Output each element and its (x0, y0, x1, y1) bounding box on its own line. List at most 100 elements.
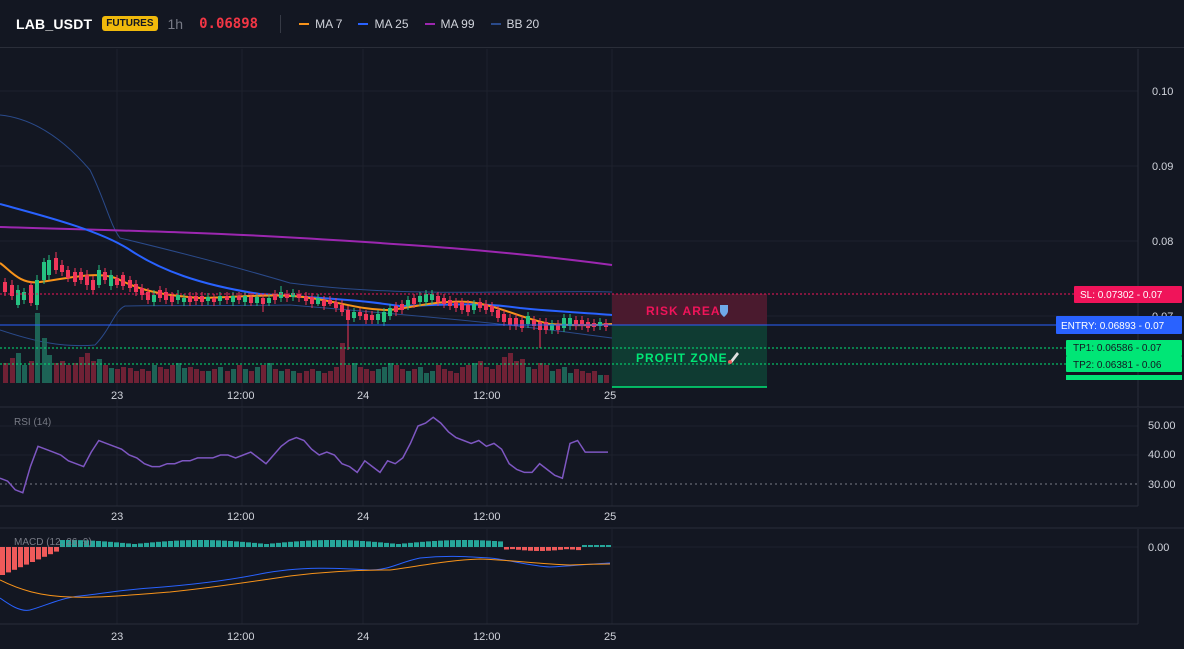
candle-body (85, 275, 89, 285)
candlesticks[interactable] (3, 252, 608, 350)
candle-body (304, 296, 308, 301)
macd-hist-bar (534, 547, 539, 551)
macd-hist-bar (306, 540, 311, 547)
candle-body (478, 302, 482, 308)
macd-signal-line[interactable] (0, 558, 611, 598)
macd-label[interactable]: MACD (12, 26, 9) (14, 537, 92, 548)
candle-body (134, 284, 138, 292)
macd-hist-bar (594, 545, 599, 547)
candle-body (140, 288, 144, 295)
volume-bar (442, 369, 447, 383)
volume-bar (279, 371, 284, 383)
candle-body (496, 310, 500, 318)
candle-body (22, 292, 26, 300)
macd-hist-bar (66, 540, 71, 547)
candle-body (526, 316, 530, 324)
candle-body (574, 320, 578, 326)
risk-area-zone[interactable] (612, 294, 767, 325)
macd-hist-bar (276, 542, 281, 547)
macd-line[interactable] (0, 555, 611, 611)
volume-bar (394, 365, 399, 383)
tp1-tag[interactable]: TP1: 0.06586 - 0.07 (1066, 340, 1182, 356)
macd-hist-bar (294, 541, 299, 547)
candle-body (109, 275, 113, 286)
volume-bar (255, 367, 260, 383)
macd-hist-bar (570, 547, 575, 550)
candle-body (200, 296, 204, 302)
ma99-line[interactable] (0, 226, 613, 266)
legend-ma99[interactable]: MA 99 (424, 17, 475, 31)
volume-bar (370, 371, 375, 383)
tp2-tag-text: TP2: 0.06381 - 0.06 (1073, 360, 1162, 371)
volume-bar (261, 365, 266, 383)
volume-bar (592, 371, 597, 383)
rsi-line[interactable] (0, 416, 608, 494)
tp2-tag[interactable]: TP2: 0.06381 - 0.06 (1066, 356, 1182, 372)
candle-body (580, 320, 584, 326)
legend-ma7-label: MA 7 (315, 16, 343, 31)
ma7-swatch (299, 22, 310, 25)
volume-bar (164, 369, 169, 383)
candle-body (484, 304, 488, 310)
volume-bar (604, 375, 609, 383)
ma25-line[interactable] (0, 203, 613, 316)
tp3-tag-partial[interactable] (1066, 375, 1182, 380)
macd-hist-bar (336, 540, 341, 547)
candle-body (394, 306, 398, 312)
volume-bar (109, 368, 114, 383)
rsi-label[interactable]: RSI (14) (14, 417, 51, 428)
macd-hist-bar (606, 545, 611, 547)
macd-histogram[interactable] (0, 540, 611, 575)
macd-hist-bar (156, 541, 161, 547)
volume-bar (79, 357, 84, 383)
candle-body (502, 314, 506, 322)
volume-bar (73, 363, 78, 383)
candle-body (3, 282, 7, 292)
legend-bb20[interactable]: BB 20 (490, 17, 539, 31)
rocket-flame (728, 360, 732, 364)
legend-ma7[interactable]: MA 7 (299, 17, 342, 31)
macd-hist-bar (270, 543, 275, 547)
symbol-name[interactable]: LAB_USDT (16, 15, 93, 32)
volume-bar (514, 361, 519, 383)
volume-bar (121, 367, 126, 383)
volume-bar (16, 353, 21, 383)
time-tick: 12:00 (227, 631, 255, 643)
time-tick: 12:00 (473, 390, 501, 402)
macd-hist-bar (456, 540, 461, 547)
volume-bar (328, 371, 333, 383)
sl-tag[interactable]: SL: 0.07302 - 0.07 (1074, 286, 1182, 303)
macd-hist-bar (426, 541, 431, 547)
candle-body (442, 298, 446, 304)
profit-zone[interactable] (612, 325, 767, 387)
entry-tag-text: ENTRY: 0.06893 - 0.07 (1061, 321, 1165, 332)
candle-body (520, 320, 524, 328)
macd-hist-bar (318, 540, 323, 547)
entry-tag[interactable]: ENTRY: 0.06893 - 0.07 (1056, 316, 1182, 334)
legend-ma25[interactable]: MA 25 (358, 17, 409, 31)
time-tick: 12:00 (227, 511, 255, 523)
macd-hist-bar (144, 542, 149, 547)
tp1-tag-text: TP1: 0.06586 - 0.07 (1073, 343, 1162, 354)
candle-body (212, 298, 216, 302)
macd-hist-bar (264, 543, 269, 547)
macd-hist-bar (234, 541, 239, 547)
bollinger-upper-band[interactable] (0, 114, 613, 293)
volume-bar (91, 361, 96, 383)
macd-hist-bar (246, 542, 251, 547)
volume-bar (285, 369, 290, 383)
candle-body (430, 294, 434, 300)
candle-body (225, 296, 229, 300)
timeframe-label[interactable]: 1h (167, 15, 184, 32)
macd-hist-bar (354, 540, 359, 547)
macd-hist-bar (492, 540, 497, 547)
candle-body (249, 297, 253, 303)
sl-tag-bg (1074, 286, 1182, 303)
macd-hist-bar (30, 547, 35, 562)
volume-bar (243, 369, 248, 383)
macd-hist-bar (138, 543, 143, 547)
volume-bar (352, 363, 357, 383)
candle-body (556, 324, 560, 330)
candle-body (424, 294, 428, 302)
